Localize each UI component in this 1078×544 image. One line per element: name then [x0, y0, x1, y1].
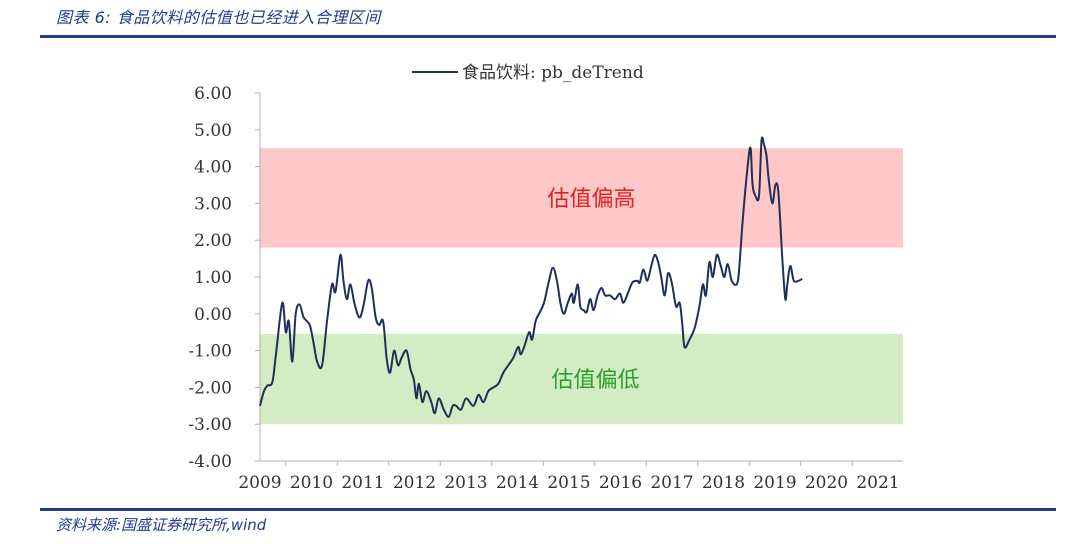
figure-title: 图表 6: 食品饮料的估值也已经进入合理区间: [56, 8, 381, 27]
y-tick-label: -1.00: [188, 342, 232, 362]
x-tick-label: 2010: [290, 473, 333, 493]
legend: 食品饮料: pb_deTrend: [412, 63, 644, 83]
y-tick-label: 4.00: [194, 158, 232, 178]
x-tick-label: 2018: [702, 473, 745, 493]
y-tick-label: -2.00: [188, 378, 232, 398]
source-note: 资料来源:国盛证券研究所,wind: [56, 516, 267, 534]
y-tick-label: 2.00: [194, 231, 232, 251]
axis-layer: 6.00 5.00 4.00 3.00 2.00 1.00 0.00 -1.00 -2.00 -3…: [188, 84, 903, 493]
line-layer: [259, 136, 803, 418]
y-tick-label: 0.00: [194, 305, 232, 325]
band-low: [260, 334, 903, 425]
x-tick-label: 2013: [444, 473, 487, 493]
x-tick-label: 2009: [238, 473, 281, 493]
x-tick-label: 2014: [496, 473, 539, 493]
top-rule: [40, 35, 1056, 38]
y-tick-label: 6.00: [194, 84, 232, 104]
series-line: [259, 136, 803, 418]
y-tick-label: -4.00: [188, 452, 232, 472]
band-high: [260, 148, 903, 248]
bottom-rule: [40, 508, 1056, 511]
legend-label: 食品饮料: pb_deTrend: [462, 63, 644, 83]
x-tick-label: 2016: [599, 473, 642, 493]
x-tick-label: 2020: [805, 473, 848, 493]
band-label-low: 估值偏低: [551, 368, 639, 393]
x-tick-label: 2019: [753, 473, 796, 493]
x-tick-label: 2012: [393, 473, 436, 493]
y-tick-label: -3.00: [188, 415, 232, 435]
y-tick-label: 3.00: [194, 194, 232, 214]
x-tick-label: 2011: [341, 473, 384, 493]
y-tick-label: 1.00: [194, 268, 232, 288]
y-tick-label: 5.00: [194, 121, 232, 141]
x-tick-label: 2017: [650, 473, 693, 493]
x-tick-label: 2015: [547, 473, 590, 493]
band-label-high: 估值偏高: [547, 187, 635, 212]
x-tick-label: 2021: [856, 473, 899, 493]
